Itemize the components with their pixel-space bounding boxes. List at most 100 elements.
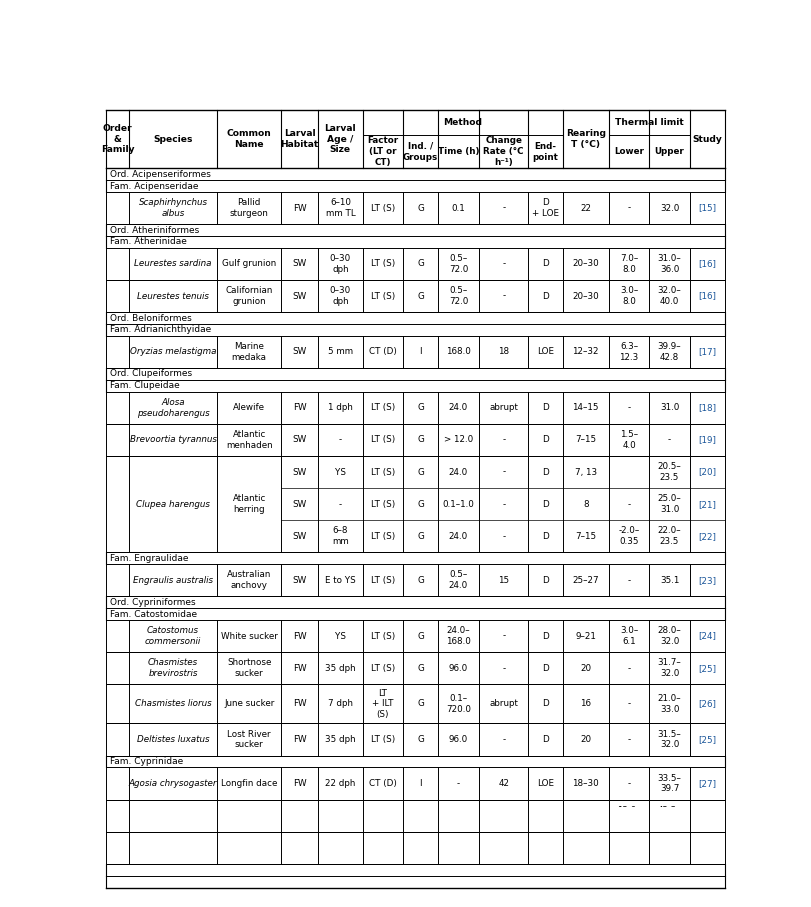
Text: 22: 22 (580, 203, 591, 212)
Text: [16]: [16] (698, 291, 716, 300)
Text: [24]: [24] (698, 631, 716, 640)
Text: Californian
grunion: Californian grunion (225, 286, 272, 306)
Text: D: D (542, 500, 549, 509)
Text: LT (S): LT (S) (371, 291, 395, 300)
Text: 31.5–
32.0: 31.5– 32.0 (658, 729, 681, 749)
Text: 35.1: 35.1 (660, 576, 680, 585)
Text: LOE: LOE (537, 844, 554, 853)
Text: 12.0–
14.4: 12.0– 14.4 (617, 805, 641, 825)
Text: 96.0: 96.0 (448, 664, 468, 673)
Text: > 12.0: > 12.0 (444, 435, 473, 444)
Text: 20–30: 20–30 (573, 291, 599, 300)
Text: 42.3–
45.6: 42.3– 45.6 (658, 805, 681, 825)
Text: [26]: [26] (698, 699, 716, 708)
Text: FW: FW (293, 404, 307, 413)
Text: Oryzias melastigma: Oryzias melastigma (130, 347, 217, 356)
Text: -: - (628, 735, 631, 744)
Text: G: G (417, 500, 424, 509)
Text: 22.0–
23.5: 22.0– 23.5 (658, 526, 681, 546)
Text: abrupt: abrupt (489, 404, 518, 413)
Bar (106, 652, 725, 684)
Text: -2.0–
0.35: -2.0– 0.35 (619, 526, 640, 546)
Text: D: D (542, 631, 549, 640)
Text: White sucker: White sucker (221, 631, 277, 640)
Text: June sucker: June sucker (224, 699, 274, 708)
Text: [19]: [19] (698, 435, 716, 444)
Text: Scaphirhynchus
albus: Scaphirhynchus albus (139, 198, 208, 218)
Text: Clupea harengus: Clupea harengus (136, 500, 210, 509)
Bar (106, 424, 725, 456)
Text: 20–30: 20–30 (573, 259, 599, 268)
Text: LT (S): LT (S) (371, 467, 395, 476)
Text: 32.0: 32.0 (660, 203, 680, 212)
Text: Ord. Acipenseriformes: Ord. Acipenseriformes (110, 170, 211, 179)
Text: 33.5–
39.7: 33.5– 39.7 (658, 774, 681, 794)
Text: Ind. /
Groups: Ind. / Groups (403, 141, 438, 161)
Text: End-
point: End- point (532, 141, 558, 161)
Bar (106, 724, 725, 756)
Text: LT (S): LT (S) (371, 203, 395, 212)
Text: I: I (419, 347, 422, 356)
Text: Ord. Cyprinodontiformes: Ord. Cyprinodontiformes (110, 865, 222, 874)
Text: Fathead
minnow: Fathead minnow (232, 838, 267, 858)
Text: Leurestes tenuis: Leurestes tenuis (137, 291, 209, 300)
Text: CT (D): CT (D) (369, 779, 397, 788)
Text: 24.0–
168.0: 24.0– 168.0 (446, 626, 471, 646)
Text: LT (S): LT (S) (371, 735, 395, 744)
Text: SW: SW (293, 467, 307, 476)
Bar (106, 863, 725, 875)
Text: D
+ LOE: D + LOE (532, 198, 559, 218)
Text: 0–30
dph: 0–30 dph (330, 254, 351, 274)
Text: -: - (339, 435, 342, 444)
Text: Species: Species (153, 135, 193, 143)
Text: LT (S): LT (S) (371, 259, 395, 268)
Text: Fam. Cyprinidae: Fam. Cyprinidae (110, 757, 183, 766)
Text: 96.0: 96.0 (448, 735, 468, 744)
Bar (106, 875, 725, 888)
Text: G: G (417, 404, 424, 413)
Bar (106, 111, 725, 168)
Text: 7–15: 7–15 (575, 435, 596, 444)
Bar (106, 192, 725, 224)
Text: Fam. Catostomidae: Fam. Catostomidae (110, 610, 197, 619)
Bar (106, 596, 725, 609)
Text: [25]: [25] (698, 735, 716, 744)
Text: 20: 20 (580, 735, 591, 744)
Text: D: D (542, 576, 549, 585)
Text: 6.3–
12.3: 6.3– 12.3 (620, 342, 639, 362)
Text: Labeo rohita: Labeo rohita (145, 811, 200, 820)
Text: Fam. Clupeidae: Fam. Clupeidae (110, 381, 180, 390)
Text: G: G (417, 259, 424, 268)
Text: Change
Rate (°C
h⁻¹): Change Rate (°C h⁻¹) (483, 136, 524, 167)
Text: 7 dph: 7 dph (328, 699, 353, 708)
Text: LT (S): LT (S) (371, 435, 395, 444)
Text: Fam. Acipenseridae: Fam. Acipenseridae (110, 181, 199, 190)
Text: Lost River
sucker: Lost River sucker (227, 729, 271, 749)
Text: Engraulis australis: Engraulis australis (133, 576, 213, 585)
Text: Gulf grunion: Gulf grunion (222, 259, 277, 268)
Text: Alosa
pseudoharengus: Alosa pseudoharengus (137, 398, 209, 417)
Text: G: G (417, 844, 424, 853)
Bar (106, 767, 725, 800)
Text: [21]: [21] (698, 500, 716, 509)
Text: LT
+ ILT
(S): LT + ILT (S) (372, 688, 393, 719)
Text: Catostomus
commersonii: Catostomus commersonii (145, 626, 201, 646)
Text: 168.0: 168.0 (446, 347, 471, 356)
Text: Ord. Beloniformes: Ord. Beloniformes (110, 314, 192, 323)
Text: -: - (502, 259, 505, 268)
Text: -: - (457, 844, 460, 853)
Text: 0.1–1.0: 0.1–1.0 (443, 500, 474, 509)
Text: Upper: Upper (654, 147, 684, 156)
Text: 20.5–
23.5: 20.5– 23.5 (658, 463, 681, 482)
Text: -: - (628, 500, 631, 509)
Text: Ord. Atheriniformes: Ord. Atheriniformes (110, 226, 200, 235)
Bar (106, 684, 725, 724)
Bar (106, 324, 725, 336)
Text: 3 dph: 3 dph (328, 844, 353, 853)
Text: 6–10
mm TL: 6–10 mm TL (325, 198, 355, 218)
Bar (106, 180, 725, 192)
Text: 9–21: 9–21 (575, 631, 596, 640)
Text: FW: FW (293, 735, 307, 744)
Text: Time (h): Time (h) (438, 147, 479, 156)
Text: CT (D): CT (D) (369, 844, 397, 853)
